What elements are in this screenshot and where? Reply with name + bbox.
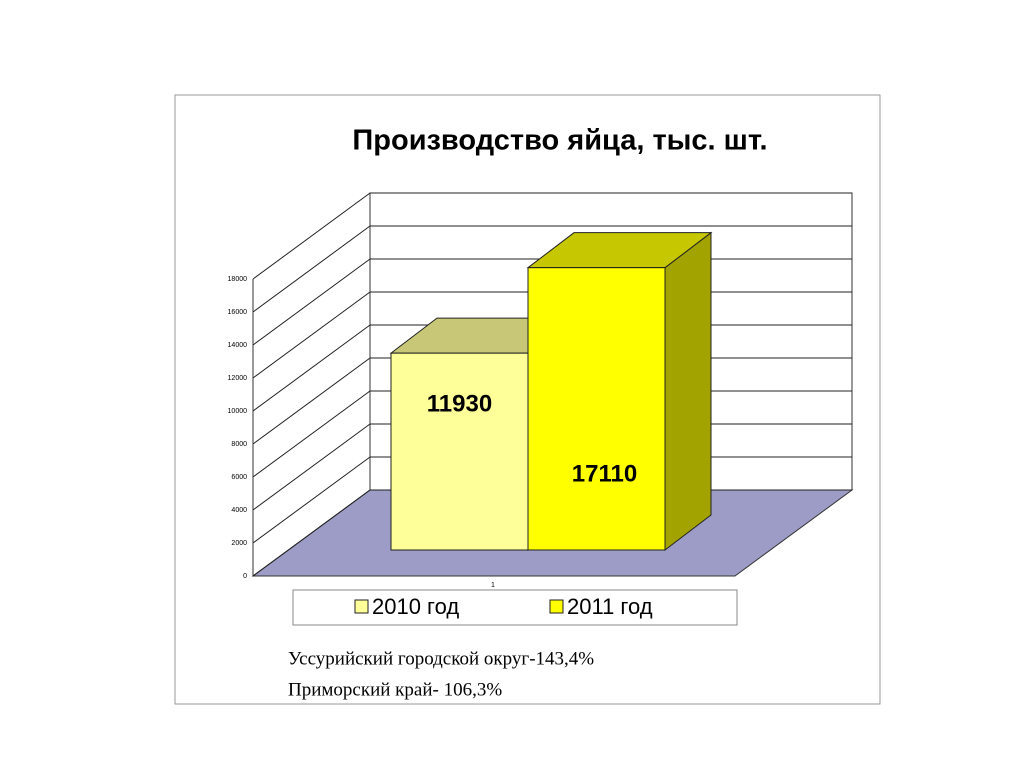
grid-line <box>252 258 371 346</box>
grid-line <box>252 390 371 478</box>
annotation: Приморский край- 106,3% <box>288 679 502 700</box>
grid-line <box>252 225 371 313</box>
legend-swatch <box>549 599 564 614</box>
y-tick-label: 14000 <box>228 342 248 349</box>
y-tick-label: 6000 <box>231 474 247 481</box>
grid-line <box>252 423 371 511</box>
y-tick-label: 12000 <box>228 375 248 382</box>
data-label: 11930 <box>427 390 492 417</box>
y-tick-label: 8000 <box>231 441 247 448</box>
y-tick-label: 18000 <box>228 276 248 283</box>
grid-line <box>252 324 371 412</box>
bar-side <box>664 231 712 552</box>
bar <box>527 267 666 551</box>
bar <box>390 352 529 551</box>
grid-line <box>252 357 371 445</box>
legend-label: 2011 год <box>567 594 653 619</box>
y-tick-label: 0 <box>243 573 247 580</box>
chart-title: Производство яйца, тыс. шт. <box>352 125 767 157</box>
grid-line <box>252 192 371 280</box>
data-label: 17110 <box>572 460 637 487</box>
y-tick-label: 4000 <box>231 507 247 514</box>
legend-label: 2010 год <box>372 594 459 619</box>
grid-line <box>252 489 371 577</box>
grid-line <box>252 456 371 544</box>
annotation: Уссурийский городской округ-143,4% <box>288 648 594 669</box>
y-tick-label: 16000 <box>228 309 248 316</box>
x-tick-label: 1 <box>491 582 495 589</box>
y-tick-label: 2000 <box>231 540 247 547</box>
grid-line <box>252 291 371 379</box>
y-tick-label: 10000 <box>228 408 248 415</box>
legend-swatch <box>354 599 369 614</box>
